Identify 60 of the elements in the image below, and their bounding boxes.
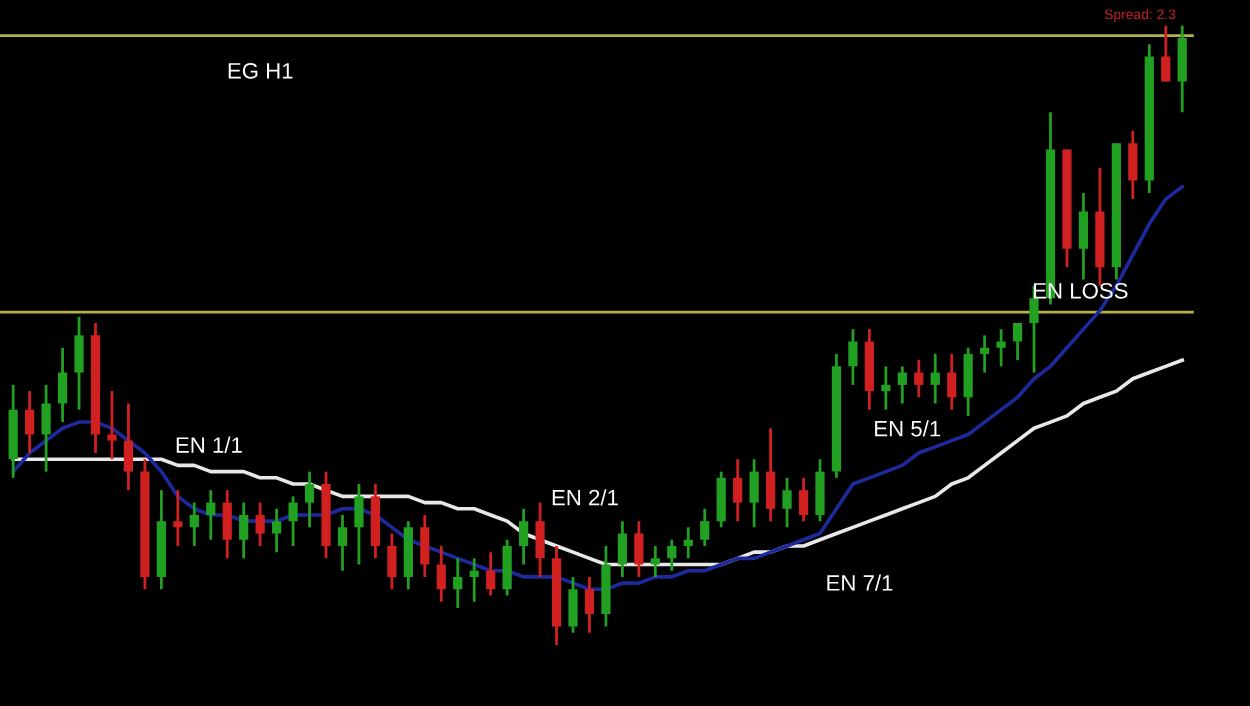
- candlestick: [930, 352, 940, 405]
- candlestick: [354, 482, 364, 566]
- candlestick: [617, 519, 628, 579]
- candlestick: [963, 346, 973, 418]
- candlestick: [1012, 321, 1023, 362]
- candlestick: [650, 544, 660, 579]
- candlestick: [815, 457, 825, 523]
- candlestick: [41, 383, 51, 474]
- candlestick: [667, 538, 677, 573]
- candlestick: [914, 358, 924, 399]
- candlestick: [486, 550, 496, 597]
- annotation: EN 5/1: [875, 420, 941, 437]
- candlestick: [436, 544, 446, 604]
- candlestick: [568, 575, 578, 635]
- candlestick: [1161, 24, 1171, 83]
- candlestick: [173, 488, 183, 548]
- candlestick: [749, 457, 759, 529]
- candlestick: [222, 488, 232, 560]
- candlestick: [634, 519, 644, 579]
- candlestick: [502, 538, 512, 597]
- candlestick: [387, 532, 397, 591]
- candlestick: [765, 426, 776, 523]
- candlestick: [25, 389, 35, 455]
- candlestick: [700, 507, 710, 548]
- candlestick: [288, 495, 298, 548]
- candlestick: [206, 488, 216, 542]
- candlestick: [716, 470, 726, 529]
- candlestick: [469, 556, 479, 604]
- candlestick: [881, 364, 891, 412]
- candlestick: [453, 556, 463, 610]
- candlestick: [272, 507, 282, 554]
- candlestick: [798, 476, 809, 523]
- annotation: EN 7/1: [827, 574, 893, 591]
- candlestick: [239, 501, 249, 560]
- candlestick: [947, 352, 957, 412]
- candlestick: [74, 315, 84, 412]
- candlestick: [255, 501, 265, 548]
- candlestick: [57, 346, 68, 424]
- candlestick: [189, 501, 199, 548]
- candlestick: [337, 513, 348, 573]
- annotation: EN 1/1: [176, 436, 242, 453]
- candlestick: [518, 507, 529, 566]
- candlestick: [1177, 24, 1187, 114]
- candlestick: [782, 476, 792, 529]
- candlestick: [304, 470, 315, 529]
- candlestick: [420, 513, 430, 579]
- candlestick: [733, 457, 743, 523]
- candlestick: [535, 501, 545, 579]
- candlestick: [1128, 129, 1138, 201]
- candlestick: [980, 333, 990, 374]
- candlestick: [897, 364, 907, 405]
- candlestick: [1078, 191, 1089, 281]
- candlestick: [584, 575, 595, 635]
- candlestick: [683, 525, 693, 560]
- candlestick: [107, 389, 117, 461]
- candlestick: [848, 327, 858, 387]
- candlestick: [123, 402, 134, 492]
- annotation: EN 2/1: [552, 489, 618, 506]
- candlestick: [996, 327, 1006, 368]
- annotation: EG H1: [228, 62, 293, 79]
